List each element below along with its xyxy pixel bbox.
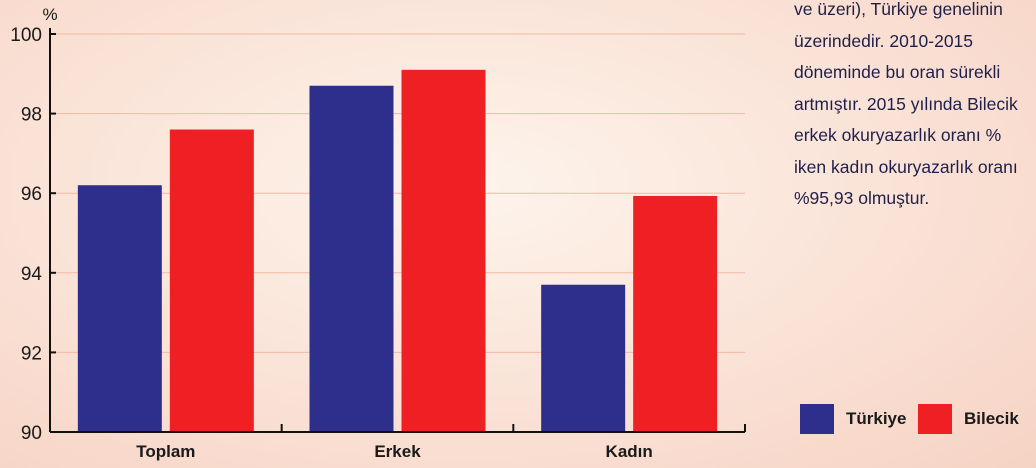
y-axis-unit-label: %	[42, 5, 57, 24]
x-category-label: Kadın	[606, 442, 653, 461]
side-paragraph-line: iken kadın okuryazarlık oranı	[794, 156, 1018, 177]
y-tick-label: 94	[21, 264, 43, 285]
y-tick-label: 90	[21, 423, 42, 444]
side-paragraph-line: döneminde bu oran sürekli	[794, 62, 1001, 82]
bar-bilecik-toplam	[169, 129, 254, 432]
side-paragraph-line: artmıştır. 2015 yılında Bilecik	[794, 93, 1018, 114]
side-paragraph: ve üzeri), Türkiye genelinin üzerindedir.…	[794, 0, 1036, 215]
bar-bilecik-kadın	[633, 195, 718, 432]
y-tick-label: 100	[10, 25, 42, 46]
bar-türkiye-erkek	[309, 85, 394, 433]
y-axis: 90 92 94 96 98 100	[10, 25, 56, 444]
y-tick-label: 96	[21, 184, 42, 205]
legend-item-bilecik: Bilecik	[918, 404, 1019, 434]
side-paragraph-line: %95,93 olmuştur.	[794, 188, 930, 208]
x-axis: Toplam Erkek Kadın	[50, 424, 746, 461]
side-paragraph-line: ve üzeri), Türkiye genelinin	[794, 0, 1003, 19]
x-category-label: Erkek	[374, 442, 421, 461]
side-paragraph-line: erkek okuryazarlık oranı %	[794, 125, 1002, 145]
bar-bilecik-erkek	[401, 69, 486, 432]
legend-label: Türkiye	[846, 409, 907, 428]
y-tick-label: 92	[21, 343, 42, 364]
legend-swatch	[918, 404, 952, 434]
legend-label: Bilecik	[964, 409, 1019, 428]
legend-swatch	[800, 404, 834, 434]
bar-chart: 90 92 94 96 98 100 Toplam Erkek Kadın %	[10, 5, 746, 461]
bars	[77, 69, 718, 433]
bar-türkiye-toplam	[77, 185, 162, 432]
gridlines	[50, 33, 745, 353]
legend-item-türkiye: Türkiye	[800, 404, 906, 434]
y-tick-label: 98	[21, 105, 42, 126]
x-category-label: Toplam	[136, 442, 195, 461]
side-paragraph-line: üzerindedir. 2010-2015	[794, 30, 974, 51]
bar-türkiye-kadın	[541, 284, 626, 432]
